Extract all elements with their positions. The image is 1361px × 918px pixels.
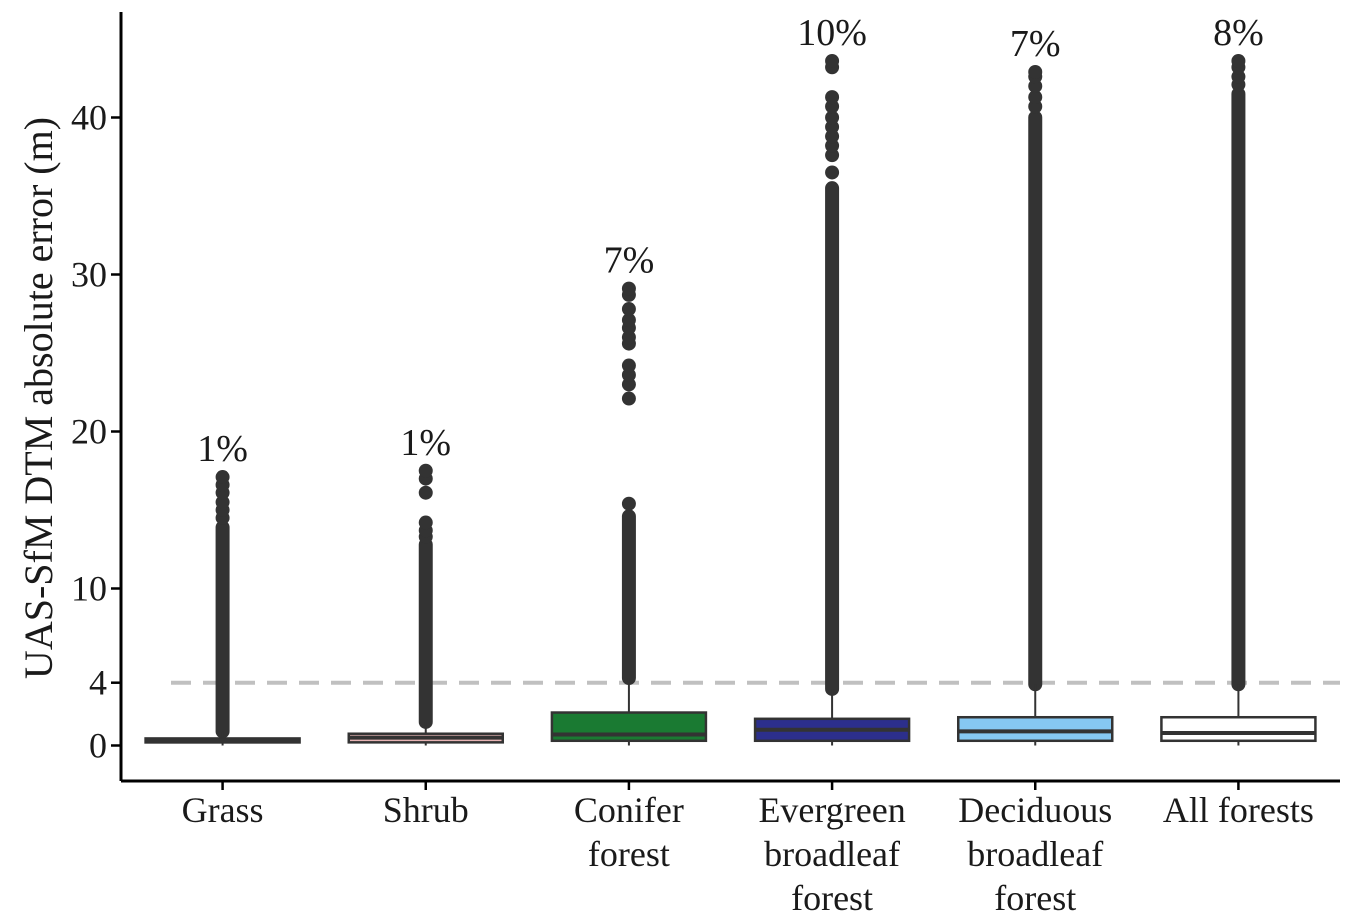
category-group-conifer-forest <box>550 281 708 746</box>
outlier-point <box>621 496 636 511</box>
y-tick-label-30: 30 <box>71 255 107 295</box>
outlier-point <box>418 463 433 478</box>
outlier-point <box>825 165 840 180</box>
category-label-line: broadleaf <box>764 834 900 874</box>
outlier-point <box>825 53 840 68</box>
box-deciduous-broadleaf-forest <box>957 715 1114 743</box>
y-tick-label-0: 0 <box>89 726 107 766</box>
outlier-point <box>1028 90 1043 105</box>
percent-label-evergreen-broadleaf-forest: 10% <box>797 12 867 54</box>
percent-label-deciduous-broadleaf-forest: 7% <box>1010 23 1061 65</box>
category-label-conifer-forest: Conifer forest <box>574 790 684 874</box>
outlier-point <box>621 358 636 373</box>
percent-label-all-forests: 8% <box>1213 12 1264 54</box>
category-label-deciduous-broadleaf-forest: Deciduous broadleaf forest <box>958 790 1112 918</box>
category-label-evergreen-broadleaf-forest: Evergreen broadleaf forest <box>758 790 905 918</box>
outlier-column-shrub <box>418 537 433 729</box>
y-tick-label-4: 4 <box>89 663 107 703</box>
outlier-point <box>215 470 230 485</box>
outlier-column-conifer-forest <box>621 509 636 685</box>
category-label-line: forest <box>588 834 670 874</box>
category-label-line: Evergreen <box>758 790 905 830</box>
outlier-point <box>621 281 636 296</box>
category-label-grass: Grass <box>182 790 264 830</box>
outlier-point <box>621 391 636 406</box>
category-group-evergreen-broadleaf-forest <box>753 53 911 746</box>
category-label-line: forest <box>994 878 1076 918</box>
outlier-column-evergreen-broadleaf-forest <box>825 181 840 696</box>
category-label-line: broadleaf <box>967 834 1103 874</box>
category-group-grass <box>144 470 301 746</box>
outlier-point <box>621 313 636 328</box>
percent-label-grass: 1% <box>197 428 248 470</box>
outlier-point <box>825 110 840 125</box>
outlier-point <box>418 515 433 530</box>
box-conifer-forest <box>550 711 708 743</box>
category-label-line: Shrub <box>383 790 469 830</box>
category-group-shrub <box>347 463 504 746</box>
outlier-point <box>1231 53 1246 68</box>
y-tick-label-20: 20 <box>71 412 107 452</box>
outlier-column-all-forests <box>1231 86 1246 692</box>
category-group-all-forests <box>1160 53 1317 746</box>
y-tick-label-40: 40 <box>71 98 107 138</box>
category-label-line: forest <box>791 878 873 918</box>
percent-label-conifer-forest: 7% <box>604 240 655 282</box>
category-label-all-forests: All forests <box>1163 790 1314 830</box>
outlier-point <box>1028 64 1043 79</box>
boxes-layer <box>144 53 1317 746</box>
outlier-point <box>621 302 636 317</box>
box-all-forests <box>1160 715 1317 743</box>
category-label-line: All forests <box>1163 790 1314 830</box>
category-label-line: Conifer <box>574 790 684 830</box>
outlier-column-grass <box>215 520 230 739</box>
y-tick-label-10: 10 <box>71 569 107 609</box>
category-label-line: Deciduous <box>958 790 1112 830</box>
category-label-line: Grass <box>182 790 264 830</box>
outlier-point <box>418 485 433 500</box>
percent-label-shrub: 1% <box>400 422 451 464</box>
outlier-point <box>825 90 840 105</box>
category-group-deciduous-broadleaf-forest <box>957 64 1114 746</box>
category-label-shrub: Shrub <box>383 790 469 830</box>
axes-layer <box>111 12 1340 790</box>
outlier-column-deciduous-broadleaf-forest <box>1028 110 1043 692</box>
y-axis-title: UAS-SfM DTM absolute error (m) <box>16 117 61 679</box>
